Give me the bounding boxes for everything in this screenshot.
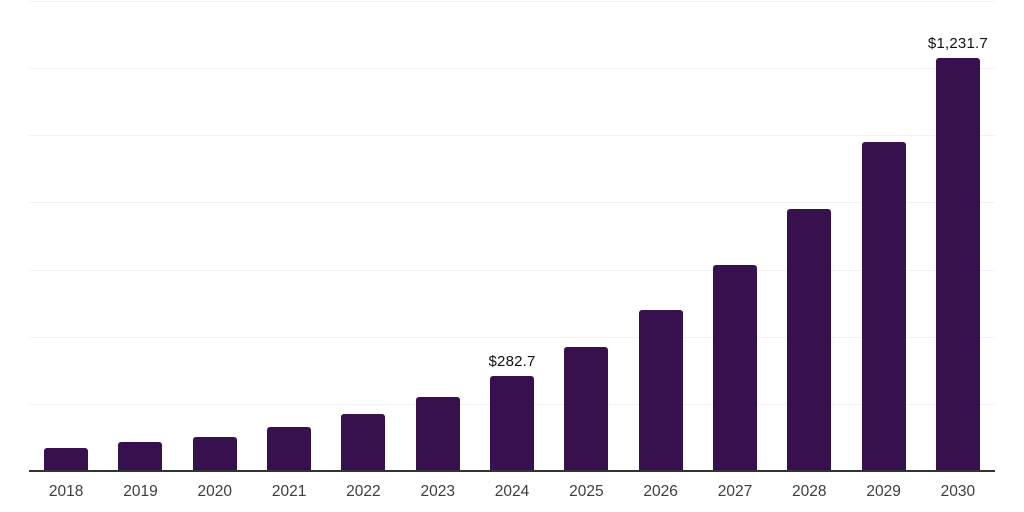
bar xyxy=(564,347,609,471)
bar-value-label: $1,231.7 xyxy=(927,34,988,52)
bar-value-label: $282.7 xyxy=(488,353,536,371)
bar-slot xyxy=(178,1,252,471)
x-axis-label: 2027 xyxy=(717,483,753,500)
bar xyxy=(267,427,312,471)
plot-area: $282.7 $1,231.7 xyxy=(29,1,995,472)
gridline xyxy=(29,202,995,204)
x-axis-label: 2030 xyxy=(940,483,976,500)
bar xyxy=(712,265,757,471)
bars-container: $282.7 $1,231.7 xyxy=(29,1,995,471)
x-axis-label: 2021 xyxy=(271,483,307,500)
x-axis-line xyxy=(29,470,995,472)
bar-slot xyxy=(624,1,698,471)
bar xyxy=(787,209,832,471)
x-axis-label: 2025 xyxy=(569,483,604,500)
gridline xyxy=(29,336,995,338)
x-axis-label: 2019 xyxy=(123,483,158,500)
x-axis-label: 2026 xyxy=(643,483,678,500)
x-axis-label: 2022 xyxy=(346,483,381,500)
bar-slot: $282.7 xyxy=(475,1,549,471)
bar-slot: $1,231.7 xyxy=(921,1,995,471)
bar xyxy=(490,376,535,471)
bar-slot xyxy=(326,1,400,471)
bar xyxy=(341,413,386,471)
bar xyxy=(861,142,906,471)
bar xyxy=(192,437,237,471)
bar-slot xyxy=(772,1,846,471)
bar-slot xyxy=(252,1,326,471)
x-axis-label: 2029 xyxy=(866,483,901,500)
x-axis-label: 2023 xyxy=(420,483,455,500)
x-axis-label: 2020 xyxy=(197,483,233,500)
x-axis-label: 2024 xyxy=(494,483,530,500)
x-axis-label: 2018 xyxy=(48,483,84,500)
gridline xyxy=(29,269,995,271)
bar-slot xyxy=(29,1,103,471)
gridline xyxy=(29,1,995,2)
bar-slot xyxy=(698,1,772,471)
x-axis-labels: 2018 2019 2020 2021 2022 2023 2024 2025 2026 2027… xyxy=(29,483,995,501)
bar xyxy=(415,397,460,471)
bar-slot xyxy=(401,1,475,471)
bar-slot xyxy=(549,1,623,471)
x-axis-label: 2028 xyxy=(792,483,827,500)
bar-slot xyxy=(103,1,177,471)
bar xyxy=(638,310,683,471)
bar-slot xyxy=(846,1,920,471)
bar xyxy=(118,442,163,471)
bar xyxy=(935,57,980,471)
gridline xyxy=(29,135,995,137)
gridline xyxy=(29,68,995,70)
bar xyxy=(44,448,89,471)
